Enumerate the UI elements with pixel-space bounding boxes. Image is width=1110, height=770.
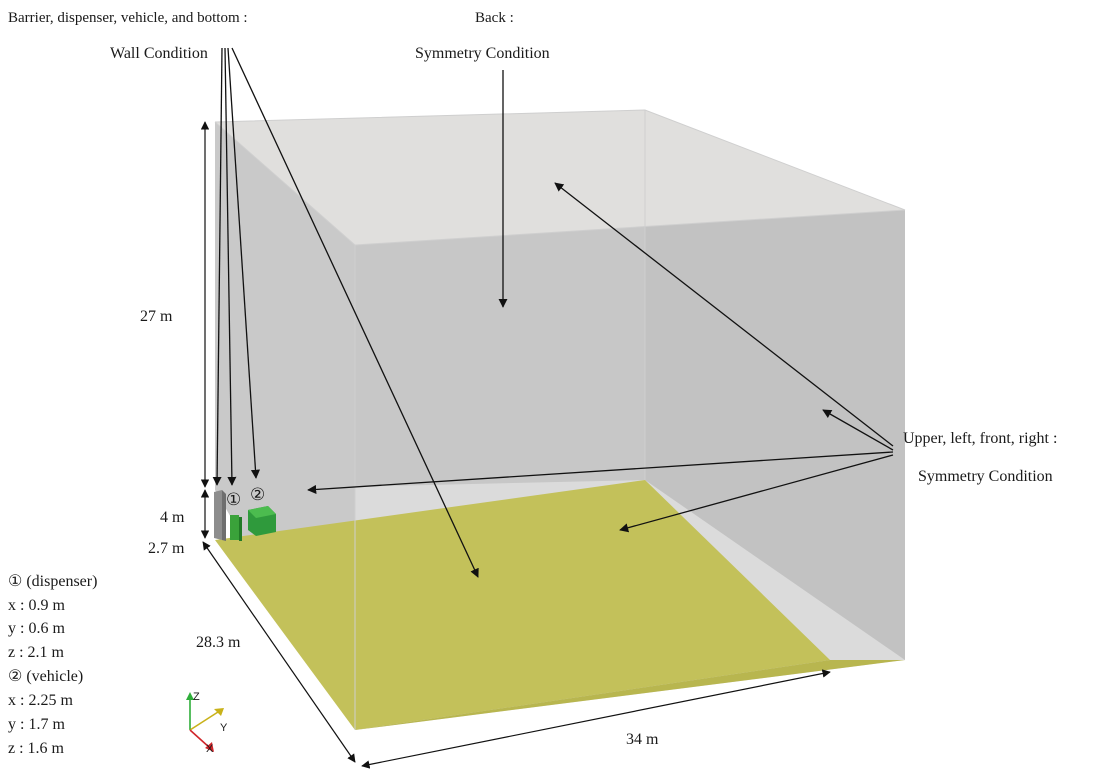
arrow-to-front xyxy=(619,454,894,533)
legend-dispenser-y: y : 0.6 m xyxy=(8,620,65,637)
back-condition-label: Symmetry Condition xyxy=(415,45,550,62)
height-label: 27 m xyxy=(140,308,173,325)
arrow-to-vehicle xyxy=(227,47,261,479)
floor-face xyxy=(215,480,830,730)
arrow-to-dispenser xyxy=(224,47,237,486)
legend-vehicle-x: x : 2.25 m xyxy=(8,692,73,709)
sides-condition-label: Symmetry Condition xyxy=(918,468,1053,485)
arrow-to-floor xyxy=(231,47,479,578)
legend-vehicle-z: z : 1.6 m xyxy=(8,740,65,757)
arrow-to-barrier xyxy=(212,47,223,486)
y-axis-arrowhead xyxy=(214,708,224,716)
y-axis-label: Y xyxy=(220,722,228,734)
box-edges xyxy=(214,109,906,246)
legend-dispenser-title: ① (dispenser) xyxy=(8,573,97,590)
wall-title-label: Barrier, dispenser, vehicle, and bottom … xyxy=(8,10,248,26)
barrier-height-label: 4 m xyxy=(160,509,185,526)
z-axis-arrowhead xyxy=(186,692,194,700)
axis-triad: Z Y X xyxy=(186,691,228,755)
legend-vehicle-title: ② (vehicle) xyxy=(8,668,83,685)
dispenser-marker: ① xyxy=(226,490,241,509)
x-axis-label: X xyxy=(206,743,214,755)
width-label: 34 m xyxy=(626,731,659,748)
barrier xyxy=(214,490,222,540)
vehicle-top xyxy=(248,506,276,518)
barrier-side xyxy=(222,490,226,541)
wall-condition-label: Wall Condition xyxy=(110,45,208,62)
sides-title-label: Upper, left, front, right : xyxy=(903,430,1057,447)
back-title-label: Back : xyxy=(475,10,514,26)
legend-vehicle-y: y : 1.7 m xyxy=(8,716,65,733)
legend-dispenser-x: x : 0.9 m xyxy=(8,597,65,614)
x-axis-line xyxy=(189,729,211,749)
dispenser-block xyxy=(230,515,239,540)
y-axis-line xyxy=(189,711,219,731)
depth-label: 28.3 m xyxy=(196,634,241,651)
barrier-offset-label: 2.7 m xyxy=(148,540,185,557)
dispenser-block-side xyxy=(239,517,242,541)
arrow-to-upper xyxy=(554,182,894,447)
vehicle-marker: ② xyxy=(250,485,265,504)
width-dimension-line xyxy=(361,669,831,769)
z-axis-label: Z xyxy=(193,691,200,703)
arrow-to-left xyxy=(307,451,894,495)
x-axis-arrowhead xyxy=(205,742,214,752)
legend-dispenser-z: z : 2.1 m xyxy=(8,644,65,661)
arrow-to-right xyxy=(822,409,894,451)
depth-dimension-line xyxy=(202,541,356,763)
